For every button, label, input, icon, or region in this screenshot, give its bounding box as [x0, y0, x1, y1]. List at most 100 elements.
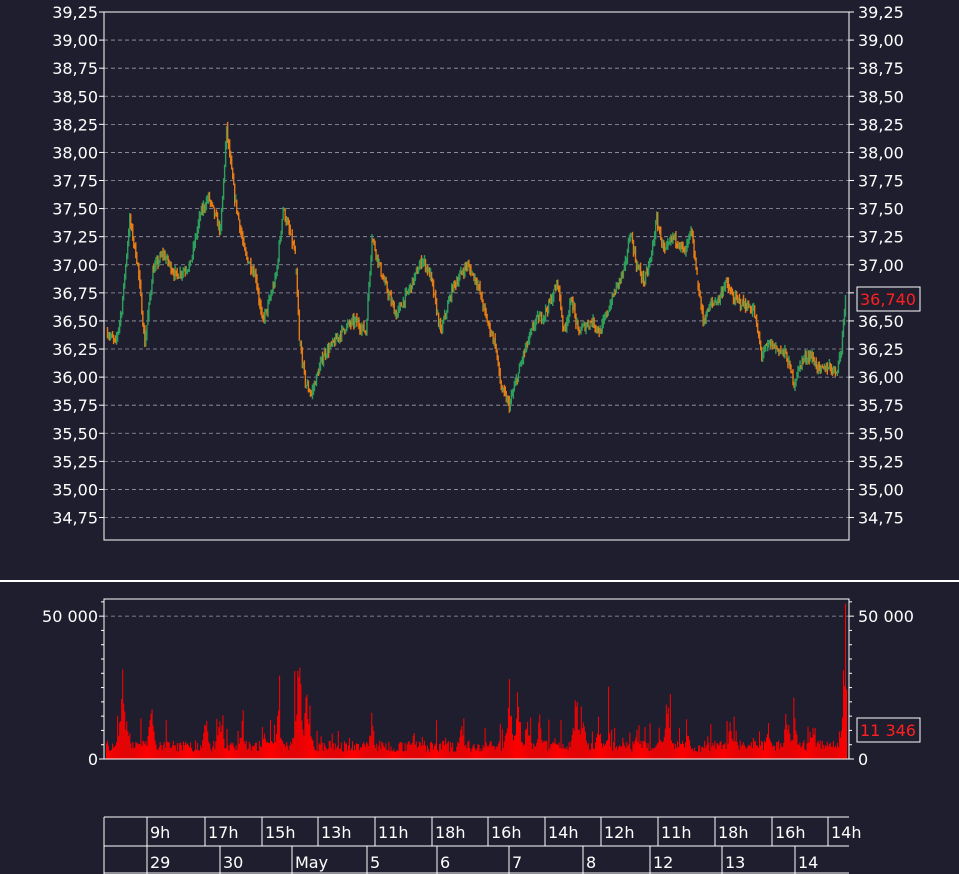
volume-bar — [209, 743, 211, 759]
volume-bar — [513, 736, 515, 759]
volume-bar — [843, 686, 845, 759]
volume-bar — [575, 706, 577, 759]
volume-bar — [800, 747, 802, 759]
volume-bar — [412, 735, 414, 759]
volume-bar — [727, 743, 729, 759]
volume-bar — [434, 743, 437, 759]
volume-bar — [179, 742, 181, 759]
volume-bar — [525, 730, 527, 759]
volume-bar — [159, 742, 161, 759]
volume-bar — [303, 735, 305, 759]
volume-bar — [579, 734, 581, 759]
volume-bar — [189, 747, 191, 759]
volume-bar — [333, 749, 335, 759]
volume-bar — [506, 728, 508, 759]
volume-bar — [308, 724, 310, 759]
volume-bar — [144, 744, 146, 759]
volume-bar — [265, 742, 267, 759]
volume-bar — [258, 741, 260, 759]
volume-bar — [762, 750, 764, 759]
volume-bar — [319, 744, 321, 759]
volume-bar — [781, 746, 783, 759]
volume-bar — [671, 743, 673, 759]
volume-bar — [790, 741, 792, 759]
volume-bar — [290, 741, 292, 759]
volume-bar — [324, 745, 326, 759]
volume-bar — [617, 749, 619, 759]
volume-bar — [601, 743, 603, 759]
volume-bar — [306, 694, 308, 759]
volume-bar — [118, 736, 120, 759]
volume-bar — [590, 743, 592, 759]
volume-bar — [751, 748, 753, 759]
volume-bar — [558, 742, 560, 759]
price-tick-label: 34,75 — [52, 509, 98, 528]
volume-bar — [329, 740, 331, 759]
volume-bar — [200, 745, 202, 759]
day-label: 6 — [440, 853, 450, 872]
volume-bar — [679, 743, 681, 759]
volume-bar — [507, 707, 509, 759]
volume-bar — [350, 748, 352, 759]
volume-bar — [372, 725, 374, 759]
volume-bar — [268, 743, 270, 759]
volume-bar — [353, 750, 355, 759]
volume-bar — [272, 742, 274, 759]
volume-bar — [624, 745, 626, 759]
volume-bar — [416, 747, 418, 759]
volume-bar — [250, 750, 252, 759]
volume-bar — [276, 734, 278, 759]
volume-bar — [331, 733, 333, 759]
volume-bar — [451, 747, 453, 759]
volume-tick-label: 0 — [858, 750, 868, 769]
volume-bar — [716, 742, 718, 759]
volume-bar — [482, 745, 484, 759]
volume-bar — [734, 741, 736, 759]
volume-bar — [577, 729, 579, 759]
volume-bar — [231, 744, 233, 759]
volume-bar — [615, 748, 617, 759]
volume-bar — [572, 728, 574, 759]
price-tick-label: 37,25 — [858, 228, 904, 247]
volume-bar — [571, 734, 573, 759]
volume-bar — [418, 741, 420, 759]
volume-bar — [737, 745, 739, 759]
volume-bar — [815, 746, 817, 759]
volume-bar — [658, 727, 660, 759]
volume-bar — [497, 743, 499, 759]
volume-bar — [761, 741, 763, 759]
price-tick-label: 35,75 — [858, 396, 904, 415]
volume-bar — [305, 697, 307, 759]
volume-bar — [728, 731, 730, 759]
volume-bar — [784, 729, 786, 759]
volume-bar — [796, 734, 798, 759]
volume-bar — [296, 714, 298, 759]
volume-bar — [684, 747, 686, 759]
volume-bar — [731, 738, 733, 759]
volume-bar — [125, 729, 127, 759]
day-label: 30 — [223, 853, 243, 872]
volume-bar — [807, 726, 809, 759]
price-tick-label: 37,50 — [858, 200, 904, 219]
volume-bar — [714, 740, 716, 759]
price-last-value: 36,740 — [860, 290, 916, 309]
volume-bar — [357, 743, 359, 759]
volume-bar — [769, 738, 771, 759]
price-tick-label: 36,75 — [52, 284, 98, 303]
volume-bar — [553, 743, 555, 759]
volume-bar — [320, 736, 322, 759]
volume-bar — [387, 749, 389, 759]
volume-bar — [385, 743, 387, 759]
volume-bar — [214, 748, 216, 759]
volume-bar — [586, 744, 588, 759]
volume-bar — [785, 713, 787, 759]
volume-bar — [187, 745, 190, 759]
volume-bar — [706, 744, 708, 759]
volume-bar — [502, 748, 504, 759]
price-tick-label: 36,25 — [52, 340, 98, 359]
volume-bar — [391, 750, 393, 759]
hour-label: 11h — [661, 823, 692, 842]
volume-bar — [818, 743, 820, 759]
volume-bar — [591, 731, 593, 759]
volume-bar — [107, 740, 109, 759]
